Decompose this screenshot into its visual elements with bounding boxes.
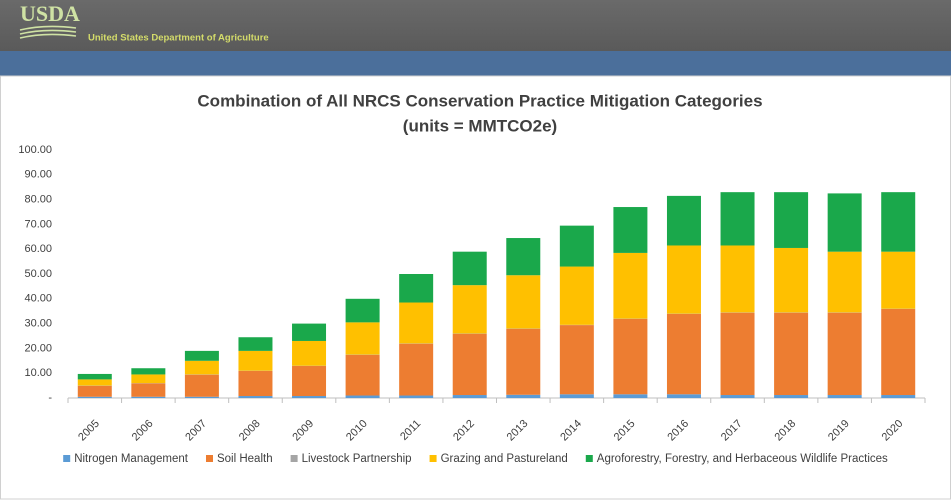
legend-swatch	[429, 455, 437, 462]
agency-name: United States Department of Agriculture	[88, 33, 269, 44]
y-tick-label: -	[48, 392, 52, 404]
legend-label: Agroforestry, Forestry, and Herbaceous W…	[597, 453, 888, 465]
bar-segment	[774, 247, 809, 313]
bar-segment	[452, 395, 487, 398]
y-tick-label: 40.00	[24, 293, 52, 305]
bar-segment	[774, 192, 809, 248]
bar-segment	[720, 245, 755, 313]
bar-segment	[238, 370, 273, 397]
chart-title: Combination of All NRCS Conservation Pra…	[197, 91, 762, 110]
bar-segment	[559, 394, 594, 398]
bar-segment	[184, 374, 219, 397]
bar-segment	[559, 225, 594, 267]
bar-segment	[613, 207, 648, 253]
bar-segment	[506, 328, 541, 395]
bar-segment	[292, 323, 327, 341]
bar-segment	[292, 340, 327, 366]
bar-segment	[613, 394, 648, 398]
bar-segment	[506, 275, 541, 329]
header-band	[0, 0, 951, 51]
bar-segment	[881, 395, 916, 398]
bar-segment	[77, 396, 112, 398]
bar-segment	[720, 312, 755, 396]
y-tick-label: 90.00	[24, 169, 52, 181]
legend-swatch	[290, 455, 298, 462]
bar-segment	[720, 192, 755, 246]
bar-segment	[613, 252, 648, 319]
bar-segment	[827, 395, 862, 398]
bar-segment	[452, 251, 487, 286]
bar-segment	[238, 337, 273, 351]
bar-segment	[827, 193, 862, 252]
bar-segment	[77, 373, 112, 380]
y-tick-label: 60.00	[24, 243, 52, 255]
bar-segment	[399, 343, 434, 396]
bar-segment	[345, 354, 380, 396]
bar-segment	[184, 396, 219, 398]
legend-swatch	[205, 455, 213, 462]
bar-segment	[827, 312, 862, 396]
legend-swatch	[63, 455, 71, 462]
y-tick-label: 70.00	[24, 218, 52, 230]
legend-label: Livestock Partnership	[302, 453, 412, 465]
bar-segment	[666, 394, 701, 398]
bar-segment	[292, 366, 327, 397]
bar-segment	[292, 396, 327, 398]
logo: USDA	[20, 1, 80, 26]
y-tick-label: 100.00	[18, 144, 52, 156]
bar-segment	[184, 360, 219, 375]
bar-segment	[666, 195, 701, 246]
y-tick-label: 10.00	[24, 367, 52, 379]
bar-segment	[345, 298, 380, 323]
chart-subtitle: (units = MMTCO2e)	[403, 116, 557, 135]
bar-segment	[77, 385, 112, 397]
y-tick-label: 80.00	[24, 194, 52, 206]
bar-segment	[131, 368, 166, 375]
bar-segment	[827, 251, 862, 313]
bar-segment	[399, 395, 434, 398]
bar-segment	[184, 350, 219, 361]
bar-segment	[399, 274, 434, 303]
logo-lines	[19, 25, 77, 39]
bar-segment	[77, 379, 112, 386]
bar-segment	[506, 394, 541, 398]
legend-swatch	[585, 455, 593, 462]
bar-segment	[559, 266, 594, 325]
bar-segment	[452, 285, 487, 334]
bar-segment	[559, 325, 594, 395]
bar-segment	[774, 395, 809, 398]
bar-segment	[666, 245, 701, 314]
blue-band	[0, 51, 951, 76]
bar-segment	[131, 396, 166, 398]
bar-segment	[506, 238, 541, 276]
bar-segment	[666, 313, 701, 395]
bar-segment	[131, 383, 166, 397]
bar-segment	[345, 322, 380, 355]
bar-segment	[881, 251, 916, 309]
bar-segment	[238, 396, 273, 398]
bar-segment	[399, 302, 434, 344]
bar-segment	[613, 318, 648, 395]
bar-segment	[238, 350, 273, 371]
bar-segment	[881, 192, 916, 252]
bar-segment	[345, 395, 380, 398]
bar-segment	[131, 374, 166, 384]
legend-label: Nitrogen Management	[74, 453, 189, 465]
bar-segment	[881, 308, 916, 396]
bar-segment	[774, 312, 809, 396]
legend-label: Grazing and Pastureland	[441, 453, 568, 465]
bar-segment	[452, 333, 487, 396]
y-tick-label: 50.00	[24, 268, 52, 280]
bar-segment	[720, 395, 755, 398]
legend-label: Soil Health	[217, 453, 273, 465]
y-tick-label: 20.00	[24, 342, 52, 354]
y-tick-label: 30.00	[24, 318, 52, 330]
